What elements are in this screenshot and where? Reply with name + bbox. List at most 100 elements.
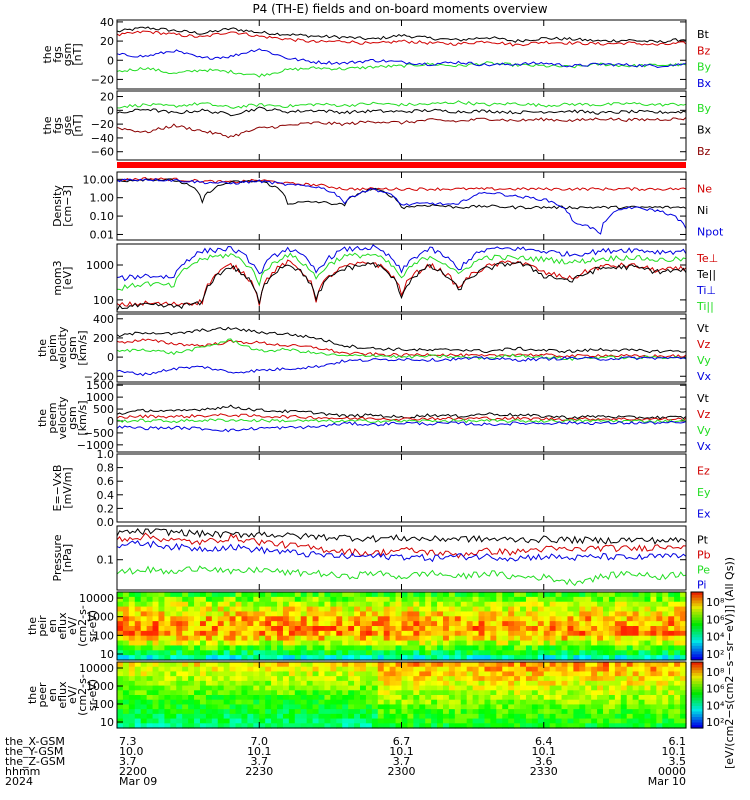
peer_spectrogram-ylabel-line: en xyxy=(46,688,59,702)
efield-ylabel: E=−VxB[mV/m] xyxy=(51,465,74,512)
time-axis-cell: 2230 xyxy=(245,765,273,778)
time-axis-row-label: the_Y-GSM xyxy=(5,745,63,758)
fgs_gsm-ylabel-line: fgs xyxy=(51,46,64,63)
peir_spectrogram-colorbar-tick: 10⁸ xyxy=(706,596,725,609)
fgs_gsm-ytick: −20 xyxy=(91,73,114,86)
temperature-lines xyxy=(116,244,687,311)
peim_velocity-ylabel-line: peim xyxy=(46,334,59,362)
peem_velocity-ylabel-line: velocity xyxy=(56,396,69,439)
time-axis-cell: 7.0 xyxy=(251,735,269,748)
peer_spectrogram-ylabel-line: peer xyxy=(36,682,49,708)
fgs_gsm-ytick: 20 xyxy=(100,35,114,48)
time-axis-cell: 2330 xyxy=(530,765,558,778)
peem_velocity-legend-0: Vt xyxy=(697,392,710,405)
fgs_gsm-frame xyxy=(116,19,687,90)
peer_spectrogram-ylabel-line: eflux xyxy=(56,681,69,709)
peir_spectrogram-ytick: 100 xyxy=(93,629,114,642)
fgs_gsm-ylabel-line: the xyxy=(41,45,54,63)
fgs_gsm-lines xyxy=(116,26,687,78)
pressure-legend-0: Pt xyxy=(697,534,709,547)
density-ylabel-line: Density xyxy=(51,185,64,227)
pressure-ylabel-line: Pressure xyxy=(51,534,64,581)
panel-peim_velocity: 4002000−200thepeimvelocitygsm[km/s]VtVzV… xyxy=(36,313,712,383)
peim_velocity-ytick: 200 xyxy=(93,332,114,345)
density-ylabel: Density[cm−3] xyxy=(51,185,74,227)
peim_velocity-legend-1: Vz xyxy=(697,338,711,351)
peem_velocity-ytick: 1000 xyxy=(86,391,114,404)
efield-legend-0: Ez xyxy=(697,465,710,478)
time-axis-cell: 10.0 xyxy=(119,745,144,758)
efield-ytick: 0.2 xyxy=(97,502,115,515)
peir_spectrogram-ylabel-line: eV/ xyxy=(66,617,79,635)
peem_velocity-series-0 xyxy=(116,404,687,420)
peer_spectrogram-colorbar-tick: 10⁸ xyxy=(706,666,725,679)
time-axis-cell: 0000 xyxy=(658,765,686,778)
peim_velocity-ytick: −200 xyxy=(84,370,114,383)
efield-ytick: 0.6 xyxy=(97,475,115,488)
peim_velocity-series-3 xyxy=(116,356,687,377)
peem_velocity-ytick: −1000 xyxy=(77,439,114,452)
peir_spectrogram-ylabel-line: eflux xyxy=(56,612,69,640)
fgs_gsm-legend-3: Bx xyxy=(697,77,712,90)
temperature-legend-2: Ti⊥ xyxy=(696,284,716,297)
peir_spectrogram-colorbar: 10⁸ 10⁶ 10⁴ 10² xyxy=(690,591,725,661)
peir_spectrogram-colorbar-tick: 10⁶ xyxy=(706,613,725,626)
temperature-series-0 xyxy=(116,259,687,308)
time-axis-row-label: the_Z-GSM xyxy=(5,755,65,768)
efield-legend-2: Ex xyxy=(697,507,711,520)
time-axis-cell: 10.1 xyxy=(247,745,272,758)
panel-density: 10.00 1.00 0.10 0.01 Density[cm−3] Ne Ni Npot xyxy=(51,171,724,241)
time-axis-cell: 6.4 xyxy=(535,735,553,748)
peer_spectrogram-ylabel-line: (cm2-s- xyxy=(76,674,89,716)
pressure-legend-2: Pe xyxy=(697,564,710,577)
temperature-legend: Te⊥ Te|| Ti⊥ Ti|| xyxy=(696,252,718,313)
pressure-series-1 xyxy=(116,532,687,559)
fgs_gse-ytick: 0 xyxy=(107,104,114,117)
peem_velocity-legend-2: Vy xyxy=(697,424,711,437)
peim_velocity-ytick: 0 xyxy=(107,351,114,364)
time-axis-cell: 6.1 xyxy=(669,735,687,748)
peim_velocity-series-2 xyxy=(116,338,687,362)
peir_spectrogram-ytick: 10000 xyxy=(79,592,114,605)
temperature-series-2 xyxy=(116,244,687,282)
density-series-1 xyxy=(116,178,687,210)
peir_spectrogram-ytick: 10 xyxy=(100,648,114,661)
peir_spectrogram-ylabel-line: peir xyxy=(36,615,49,637)
fgs_gse-ylabel-line: [nT] xyxy=(71,114,84,136)
efield-ylabel-line: E=−VxB xyxy=(51,465,64,512)
pressure-series-0 xyxy=(116,528,687,545)
efield-ytick: 1.0 xyxy=(97,448,115,461)
peem_velocity-ytick: 500 xyxy=(93,403,114,416)
density-legend-1: Ni xyxy=(697,204,708,217)
time-axis-cell: 7.3 xyxy=(119,735,137,748)
fgs_gsm-ylabel-line: [nT] xyxy=(71,43,84,65)
fgs_gse-ytick: −20 xyxy=(91,118,114,131)
peim_velocity-series-0 xyxy=(116,326,687,354)
fgs_gsm-ytick: 40 xyxy=(100,16,114,29)
temperature-ylabel-line: mom3 xyxy=(51,260,64,295)
temperature-ylabel: mom3[eV] xyxy=(51,260,74,295)
fgs_gse-series-1 xyxy=(116,106,687,117)
pressure-legend: Pt Pb Pe Pi xyxy=(697,534,711,592)
fgs_gse-ylabel-line: the xyxy=(41,116,54,134)
fgs_gsm-ylabel-line: gsm xyxy=(61,43,74,66)
fgs_gse-legend-2: Bz xyxy=(697,145,711,158)
peim_velocity-ylabel-line: velocity xyxy=(56,326,69,369)
fgs_gsm-legend-0: Bt xyxy=(697,28,710,41)
peer_spectrogram-colorbar-tick: 10⁴ xyxy=(706,699,725,712)
colorbar-label: [eV/(cm2−s(cm2−s−sr−eV)]] (All Qs)) xyxy=(723,557,736,769)
peim_velocity-legend-3: Vx xyxy=(697,370,712,383)
pressure-series-3 xyxy=(116,540,687,563)
efield-ytick: 0.0 xyxy=(97,516,115,529)
time-axis-cell: 10.1 xyxy=(389,745,414,758)
fgs_gse-ylabel-line: gse xyxy=(61,116,74,136)
temperature-ylabel-line: [eV] xyxy=(61,267,74,290)
peer_spectrogram-ytick: 1000 xyxy=(86,680,114,693)
fgs_gse-ytick: −40 xyxy=(91,132,114,145)
density-ytick: 0.01 xyxy=(90,228,115,241)
peem_velocity-ytick: 1500 xyxy=(86,379,114,392)
panels: 40200−20thefgsgsm[nT]BtBzByBx200−20−40−6… xyxy=(26,16,736,769)
fgs_gsm-series-0 xyxy=(116,26,687,44)
